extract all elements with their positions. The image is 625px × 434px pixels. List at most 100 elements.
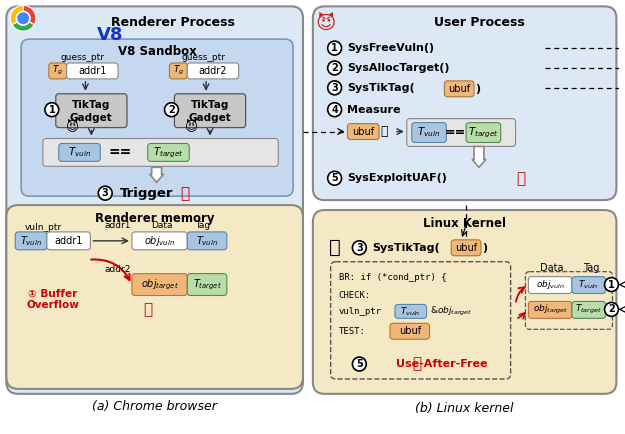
Text: 4: 4: [331, 105, 338, 115]
Text: $T_{vuln}$: $T_{vuln}$: [196, 234, 218, 248]
Text: 5: 5: [331, 173, 338, 183]
Text: 1: 1: [49, 105, 55, 115]
Text: $T_g$: $T_g$: [52, 64, 63, 78]
Circle shape: [328, 41, 341, 55]
FancyBboxPatch shape: [59, 144, 100, 161]
FancyBboxPatch shape: [67, 63, 118, 79]
FancyBboxPatch shape: [6, 205, 303, 389]
Text: $T_{vuln}$: $T_{vuln}$: [68, 145, 91, 159]
Wedge shape: [10, 5, 23, 25]
Text: Tag: Tag: [584, 263, 600, 273]
FancyBboxPatch shape: [49, 63, 67, 79]
Text: $obj_{vuln}$: $obj_{vuln}$: [536, 278, 564, 291]
Text: $obj_{target}$: $obj_{target}$: [141, 277, 179, 292]
FancyBboxPatch shape: [395, 304, 427, 319]
Text: $T_{vuln}$: $T_{vuln}$: [401, 305, 421, 318]
Wedge shape: [12, 18, 34, 31]
FancyBboxPatch shape: [6, 7, 303, 394]
FancyBboxPatch shape: [572, 276, 606, 293]
FancyBboxPatch shape: [188, 232, 227, 250]
Text: 1: 1: [331, 43, 338, 53]
Circle shape: [328, 103, 341, 117]
Text: ubuf: ubuf: [399, 326, 421, 336]
Text: SysAllocTarget(): SysAllocTarget(): [348, 63, 450, 73]
Text: 🐧: 🐧: [329, 238, 341, 257]
FancyBboxPatch shape: [390, 323, 429, 339]
FancyBboxPatch shape: [313, 7, 616, 200]
Polygon shape: [150, 168, 164, 182]
FancyBboxPatch shape: [188, 63, 239, 79]
Text: 3: 3: [102, 188, 109, 198]
Text: $T_{target}$: $T_{target}$: [153, 145, 184, 160]
Text: $T_{target}$: $T_{target}$: [575, 303, 602, 316]
FancyBboxPatch shape: [412, 123, 446, 142]
Text: ubuf: ubuf: [455, 243, 477, 253]
Text: ): ): [475, 84, 480, 94]
Text: 2: 2: [331, 63, 338, 73]
FancyBboxPatch shape: [21, 39, 293, 196]
Wedge shape: [23, 5, 36, 25]
Text: &$obj_{target}$: &$obj_{target}$: [429, 305, 472, 318]
Text: (a) Chrome browser: (a) Chrome browser: [92, 400, 217, 413]
Text: 2: 2: [168, 105, 175, 115]
FancyBboxPatch shape: [188, 273, 227, 296]
Text: ubuf: ubuf: [352, 127, 374, 137]
Text: $T_{vuln}$: $T_{vuln}$: [20, 234, 42, 248]
Text: Trigger: Trigger: [120, 187, 174, 200]
FancyBboxPatch shape: [572, 302, 606, 319]
FancyBboxPatch shape: [169, 63, 187, 79]
Circle shape: [16, 11, 30, 25]
Text: 3: 3: [331, 83, 338, 93]
Text: ): ): [482, 243, 487, 253]
Text: addr2: addr2: [199, 66, 228, 76]
Text: addr2: addr2: [105, 265, 131, 274]
Circle shape: [604, 302, 618, 316]
Text: SysTikTag(: SysTikTag(: [348, 83, 415, 93]
Circle shape: [45, 103, 59, 117]
Text: (b) Linux kernel: (b) Linux kernel: [416, 402, 514, 415]
FancyBboxPatch shape: [444, 81, 474, 97]
FancyBboxPatch shape: [348, 124, 379, 139]
Text: ⏱: ⏱: [380, 125, 388, 138]
Text: Measure: Measure: [348, 105, 401, 115]
Text: 🐛: 🐛: [516, 171, 525, 186]
Text: vuln_ptr: vuln_ptr: [24, 224, 61, 233]
Circle shape: [98, 186, 112, 200]
Text: addr1: addr1: [54, 236, 83, 246]
Circle shape: [352, 357, 366, 371]
FancyBboxPatch shape: [132, 273, 188, 296]
Text: 🐛: 🐛: [412, 357, 421, 372]
Text: 🐛: 🐛: [180, 187, 189, 202]
FancyBboxPatch shape: [132, 232, 188, 250]
Text: 1: 1: [608, 279, 615, 289]
FancyBboxPatch shape: [174, 94, 246, 128]
Text: CHECK:: CHECK:: [339, 291, 371, 300]
Text: $T_g$: $T_g$: [173, 64, 184, 78]
Text: ==: ==: [108, 145, 132, 159]
Circle shape: [328, 171, 341, 185]
Text: guess_ptr: guess_ptr: [181, 53, 225, 62]
Text: 🐛: 🐛: [143, 302, 152, 317]
Text: V8 Sandbox: V8 Sandbox: [118, 45, 196, 58]
Text: TikTag: TikTag: [191, 100, 229, 110]
FancyBboxPatch shape: [528, 276, 572, 293]
Text: 3: 3: [356, 243, 362, 253]
Text: ==: ==: [444, 126, 466, 139]
FancyBboxPatch shape: [528, 302, 572, 319]
Text: $T_{target}$: $T_{target}$: [192, 277, 221, 292]
Text: 😈: 😈: [66, 121, 79, 134]
FancyBboxPatch shape: [313, 210, 616, 394]
Text: SysExploitUAF(): SysExploitUAF(): [348, 173, 448, 183]
Text: 5: 5: [356, 359, 362, 369]
FancyBboxPatch shape: [56, 94, 127, 128]
FancyBboxPatch shape: [148, 144, 189, 161]
Text: Renderer Process: Renderer Process: [111, 16, 234, 29]
FancyBboxPatch shape: [407, 118, 516, 146]
Text: guess_ptr: guess_ptr: [61, 53, 104, 62]
Text: Tag: Tag: [196, 221, 211, 230]
Text: vuln_ptr: vuln_ptr: [339, 307, 382, 316]
Text: $T_{target}$: $T_{target}$: [468, 125, 498, 140]
Text: $T_{vuln}$: $T_{vuln}$: [579, 278, 599, 291]
Text: $obj_{vuln}$: $obj_{vuln}$: [144, 234, 175, 248]
Text: User Process: User Process: [434, 16, 525, 29]
